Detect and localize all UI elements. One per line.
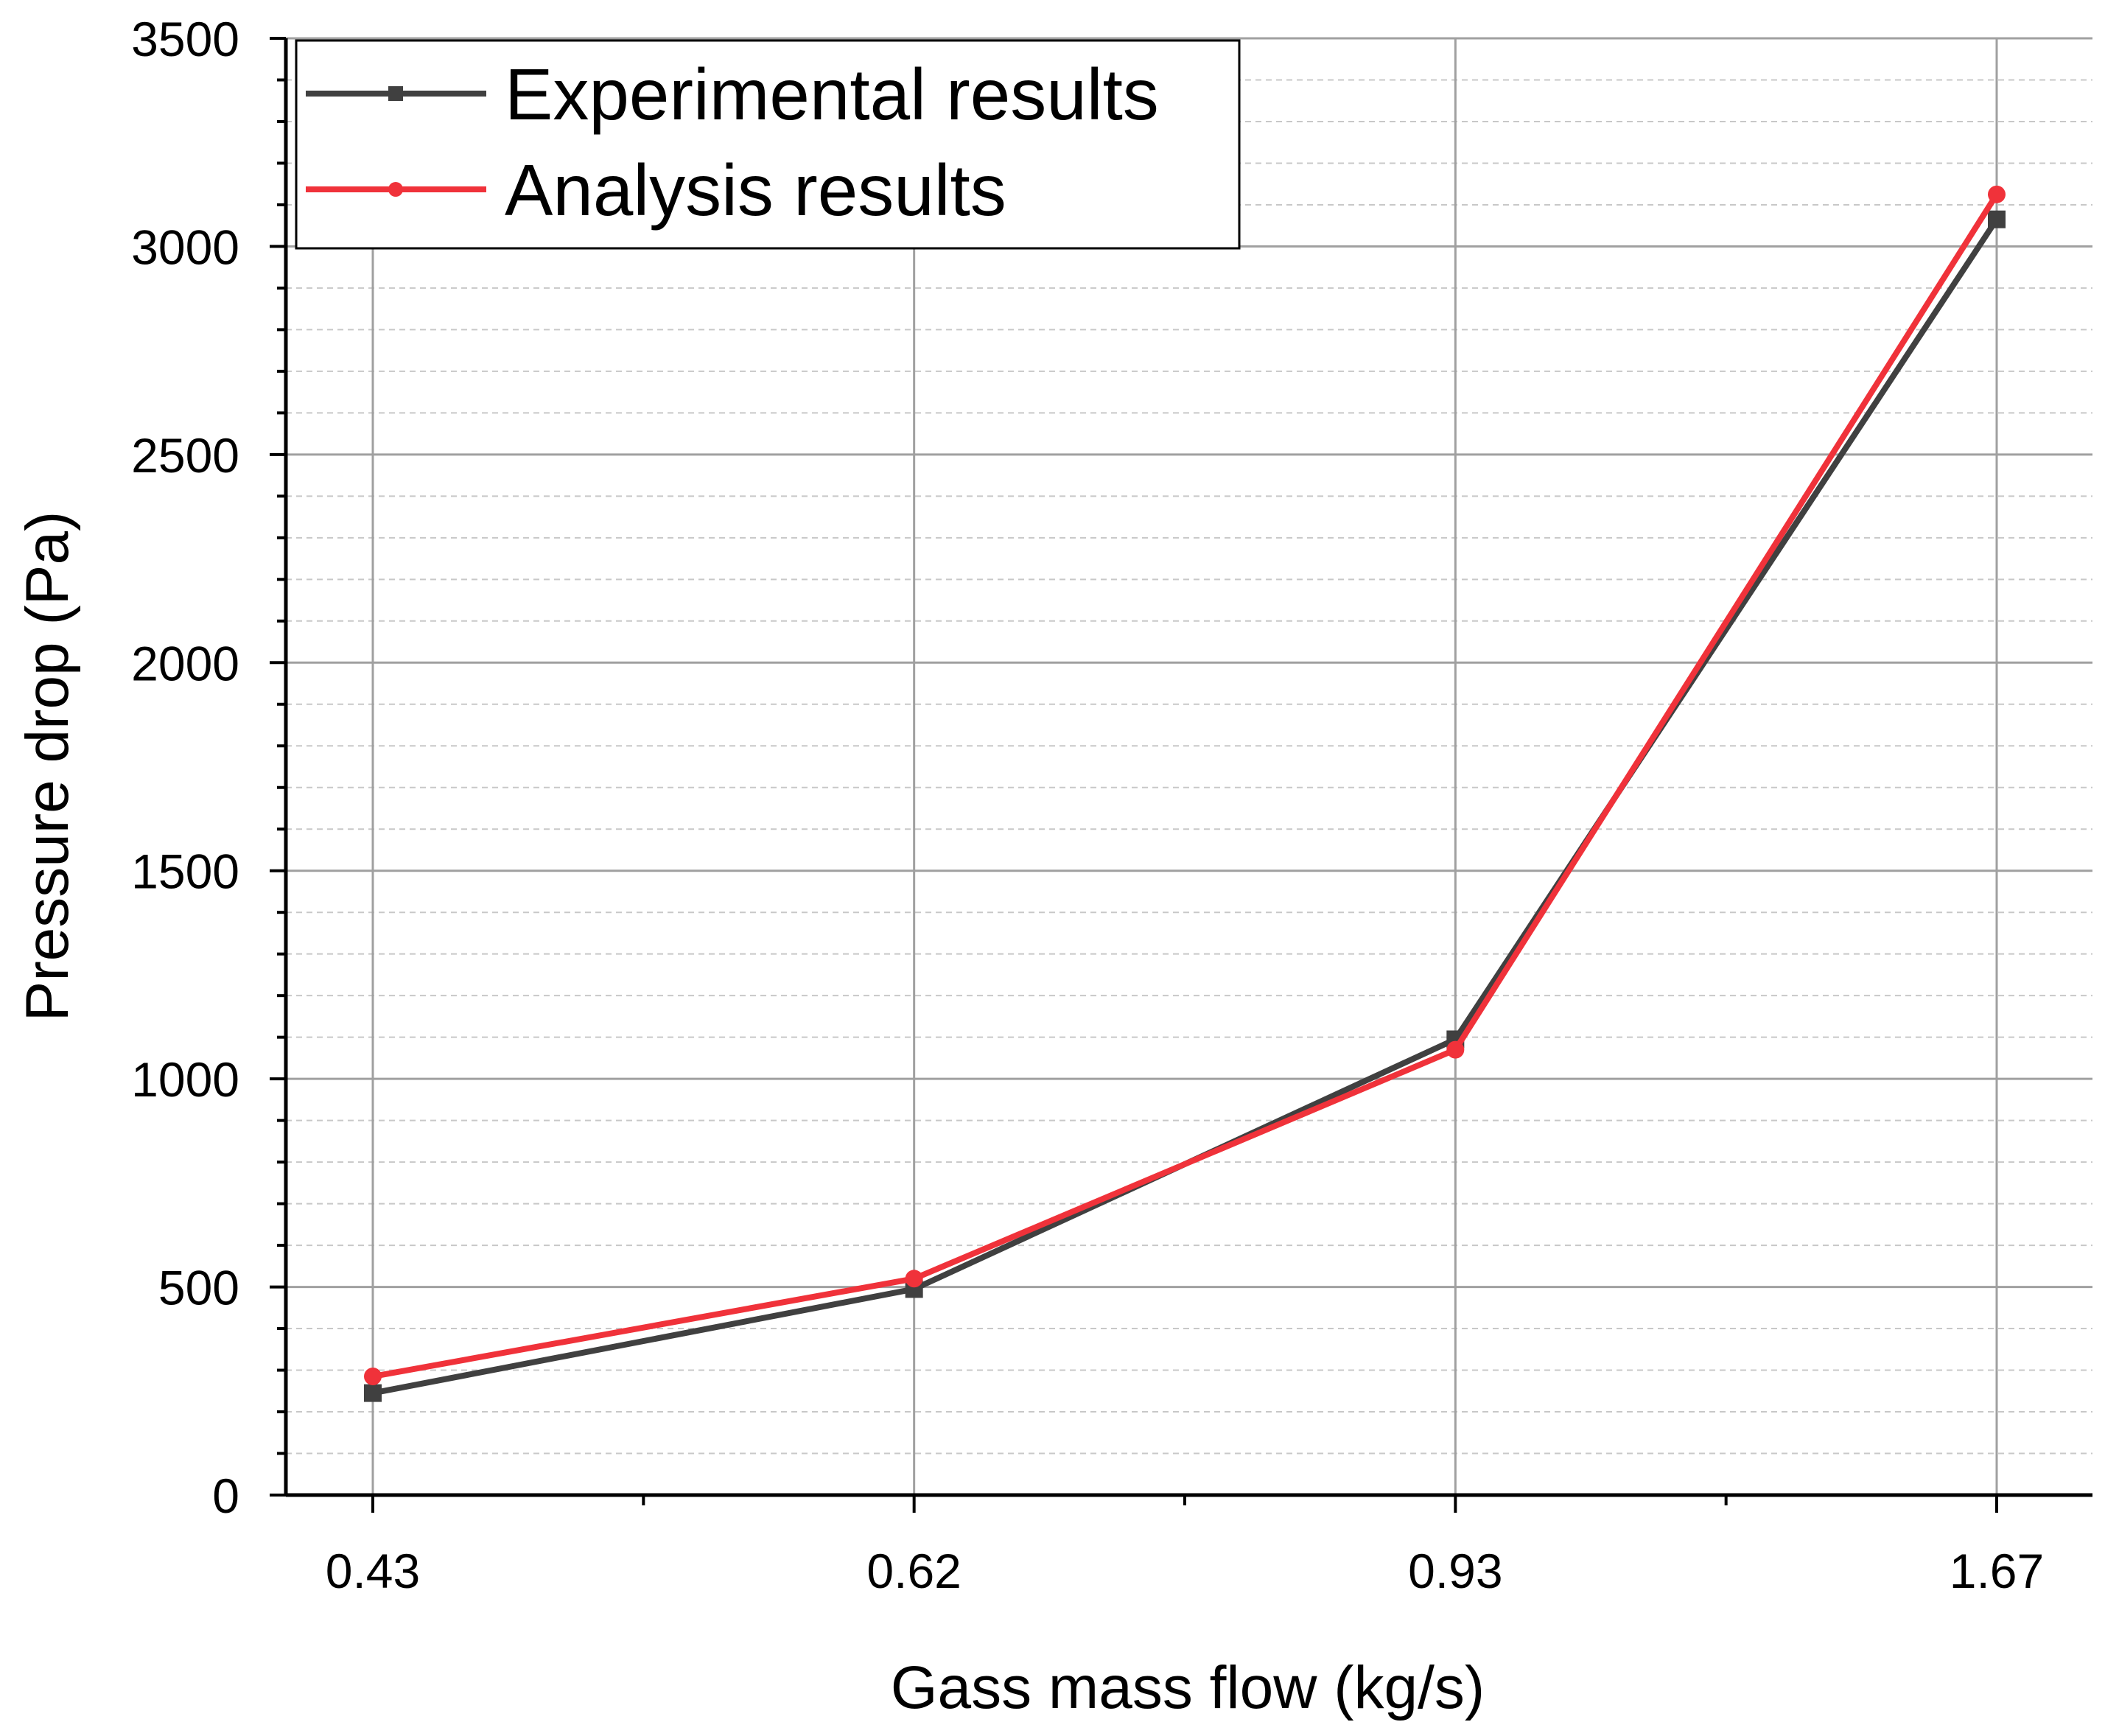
data-point-analysis (905, 1270, 923, 1288)
y-tick-label: 2000 (131, 636, 239, 690)
legend-label-analysis: Analysis results (505, 150, 1006, 231)
x-tick-label: 0.43 (326, 1544, 420, 1598)
series-line-0 (372, 217, 2000, 1396)
legend-label-experimental: Experimental results (505, 54, 1159, 135)
x-tick-label: 0.93 (1408, 1544, 1502, 1598)
y-tick-label: 3000 (131, 220, 239, 274)
x-ticks: 0.43 0.62 0.93 1.67 (326, 1495, 2044, 1598)
grid (286, 37, 2092, 1495)
y-tick-label: 3500 (131, 12, 239, 66)
data-point-experimental (364, 1384, 382, 1402)
legend-marker-analysis (388, 182, 403, 197)
y-tick-label: 500 (158, 1261, 239, 1315)
series-line-1 (372, 192, 2000, 1379)
data-point-analysis (1446, 1040, 1465, 1059)
y-axis-title: Pressure drop (Pa) (14, 511, 81, 1022)
legend-marker-experimental (388, 86, 403, 101)
x-axis-title: Gass mass flow (kg/s) (891, 1654, 1485, 1721)
y-tick-label: 0 (212, 1469, 239, 1523)
legend: Experimental results Analysis results (295, 39, 1241, 250)
x-tick-label: 1.67 (1950, 1544, 2044, 1598)
series (364, 185, 2006, 1402)
x-tick-label: 0.62 (866, 1544, 961, 1598)
data-point-analysis (1988, 185, 2006, 203)
y-tick-label: 1000 (131, 1052, 239, 1107)
data-point-experimental (1988, 210, 2006, 228)
y-ticks: 0 500 1000 1500 2000 2500 3000 3500 (131, 12, 286, 1523)
axes (284, 38, 2092, 1497)
y-tick-label: 1500 (131, 844, 239, 899)
data-point-analysis (364, 1368, 382, 1386)
legend-box (295, 39, 1241, 250)
y-tick-label: 2500 (131, 428, 239, 483)
